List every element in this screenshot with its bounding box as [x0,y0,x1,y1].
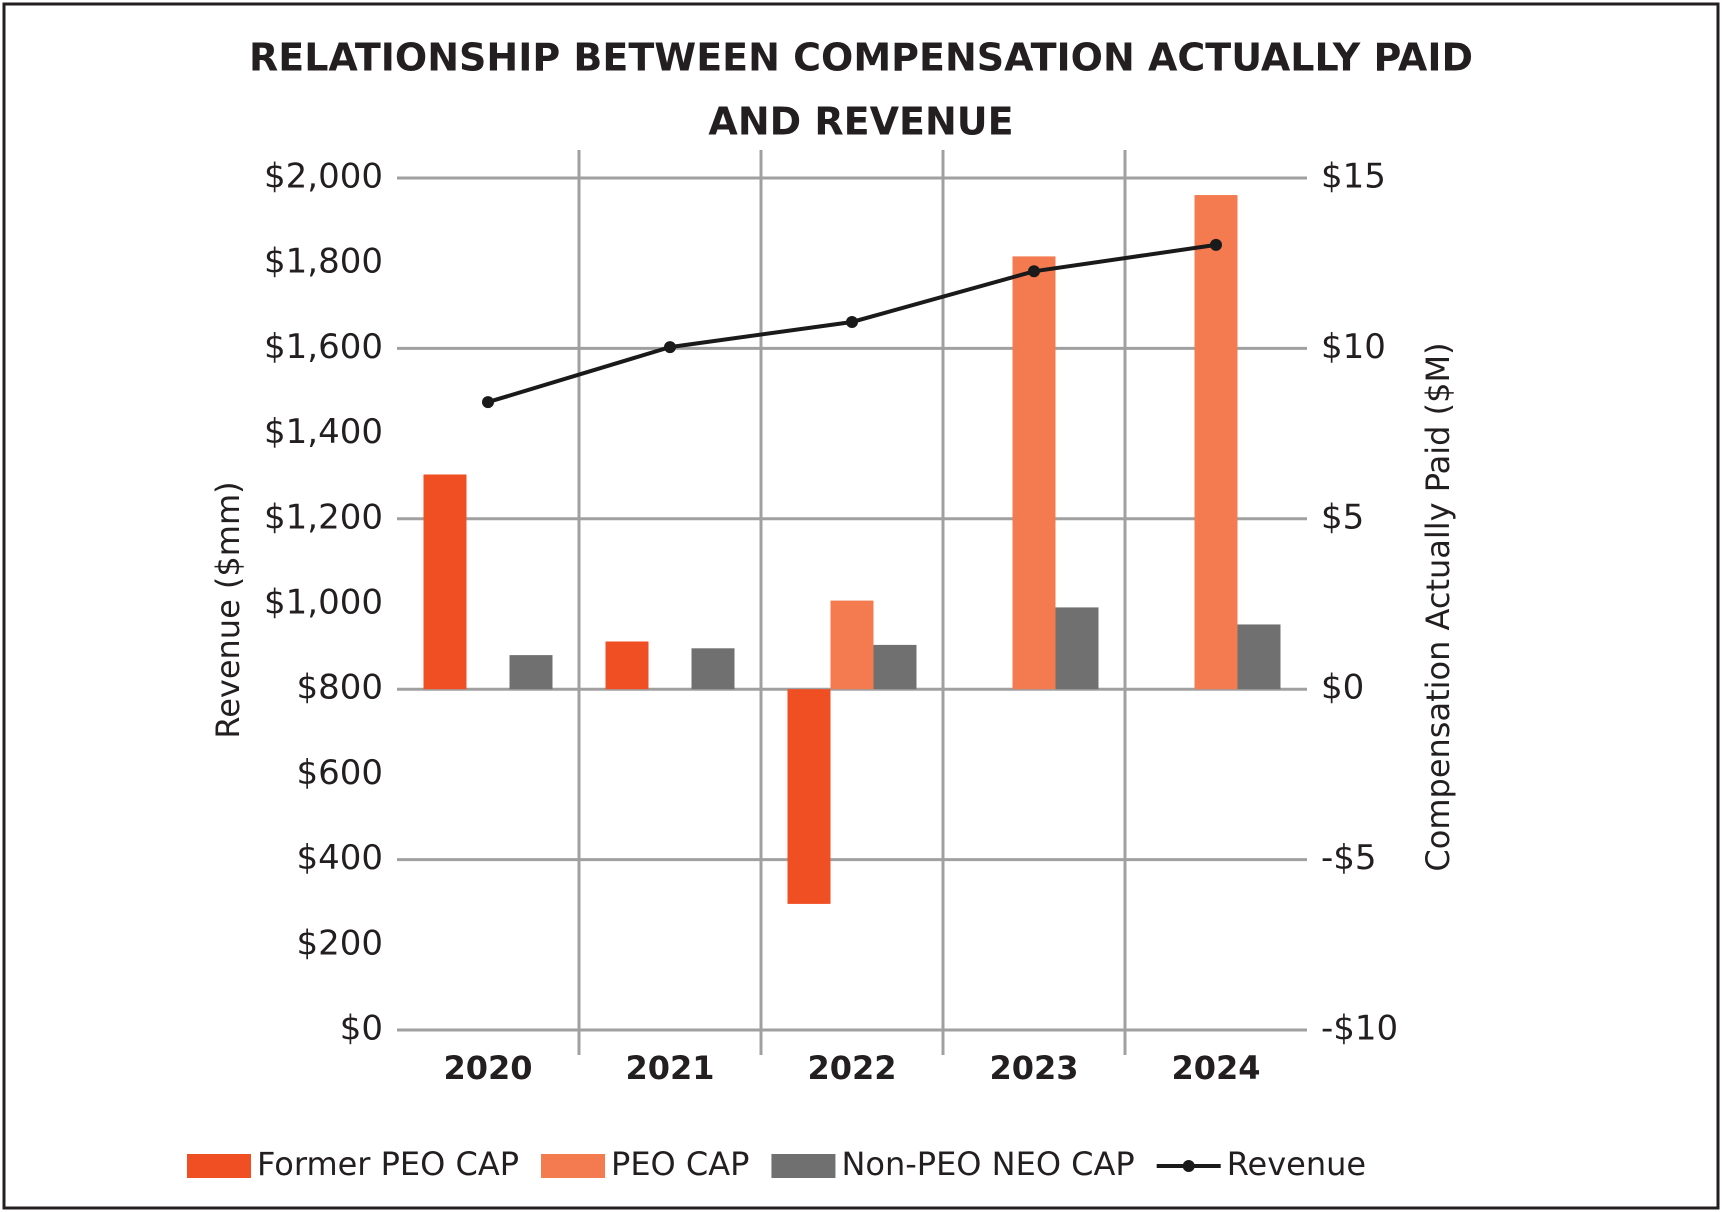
bar [1055,607,1099,690]
bar [605,641,649,690]
line-marker [1210,238,1222,251]
bar [1237,624,1281,690]
y-tick-label: $1,000 [264,583,383,623]
line-marker [664,341,676,354]
y-tick-label: $600 [296,753,383,793]
bar [509,655,553,690]
bar [787,689,831,904]
y2-tick-label: $5 [1321,497,1364,537]
y-tick-label: $800 [296,668,383,708]
y-tick-label: $1,600 [264,327,383,367]
legend-swatch [771,1154,836,1178]
line-marker [1028,265,1040,278]
legend-swatch [187,1154,251,1178]
y-tick-label: $200 [296,923,383,963]
x-tick-label: 2022 [807,1049,896,1087]
y-tick-label: $2,000 [264,157,383,197]
chart-title: AND REVENUE [708,100,1013,144]
y2-tick-label: -$10 [1321,1009,1398,1049]
chart-title: RELATIONSHIP BETWEEN COMPENSATION ACTUAL… [249,36,1473,80]
y-tick-label: $1,400 [264,412,383,452]
y2-tick-label: $0 [1321,668,1364,708]
y2-axis-title: Compensation Actually Paid ($M) [1419,342,1457,871]
y2-tick-label: $15 [1321,157,1386,197]
y-tick-label: $400 [296,838,383,878]
legend-swatch [541,1154,606,1178]
legend-swatch [1182,1160,1195,1172]
line-marker [482,396,494,409]
bar [691,648,735,690]
bar [1012,256,1056,690]
legend-label: PEO CAP [611,1145,749,1183]
bar [873,644,917,690]
y-tick-label: $1,200 [264,497,383,537]
x-tick-label: 2023 [989,1049,1078,1087]
bar [423,474,467,690]
legend-label: Non-PEO NEO CAP [841,1145,1134,1183]
y2-tick-label: -$5 [1321,838,1377,878]
y-tick-label: $1,800 [264,242,383,282]
x-tick-label: 2024 [1171,1049,1260,1087]
x-tick-label: 2021 [625,1049,714,1087]
x-tick-label: 2020 [443,1049,532,1087]
y-tick-label: $0 [340,1009,383,1049]
legend-label: Revenue [1227,1145,1366,1183]
y-axis-title: Revenue ($mm) [209,481,247,738]
y2-tick-label: $10 [1321,327,1386,367]
line-marker [846,315,858,328]
bar [1194,195,1238,690]
legend-label: Former PEO CAP [257,1145,519,1183]
bar [830,600,874,690]
